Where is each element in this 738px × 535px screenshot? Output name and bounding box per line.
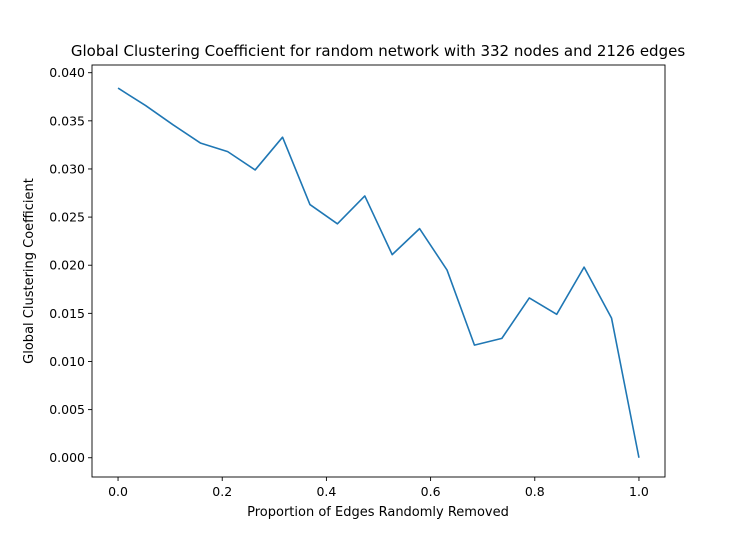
y-tick-label: 0.010 <box>49 354 85 369</box>
y-tick-label: 0.020 <box>49 258 85 273</box>
series-line-0 <box>117 87 640 458</box>
y-tick-label: 0.005 <box>49 402 85 417</box>
x-axis-label: Proportion of Edges Randomly Removed <box>247 505 509 520</box>
y-tick-label: 0.000 <box>49 450 85 465</box>
x-axis: 0.0 0.2 0.4 0.6 0.8 1.0 <box>108 477 649 499</box>
y-tick-label: 0.030 <box>49 161 85 176</box>
x-tick-label: 0.8 <box>525 484 545 499</box>
y-tick-label: 0.035 <box>49 113 85 128</box>
plot-area <box>91 64 666 478</box>
y-tick-label: 0.040 <box>49 65 85 80</box>
y-tick-label: 0.015 <box>49 306 85 321</box>
x-tick-label: 1.0 <box>629 484 649 499</box>
y-tick-label: 0.025 <box>49 210 85 225</box>
x-tick-label: 0.0 <box>108 484 128 499</box>
x-tick-label: 0.2 <box>212 484 232 499</box>
plot-frame <box>91 64 666 478</box>
x-tick-label: 0.4 <box>316 484 336 499</box>
y-axis-label: Global Clustering Coefficient <box>22 178 37 364</box>
chart-title: Global Clustering Coefficient for random… <box>71 42 685 60</box>
x-tick-label: 0.6 <box>421 484 441 499</box>
y-axis: 0.000 0.005 0.010 0.015 0.020 0.025 0.030 0.035… <box>49 65 92 465</box>
